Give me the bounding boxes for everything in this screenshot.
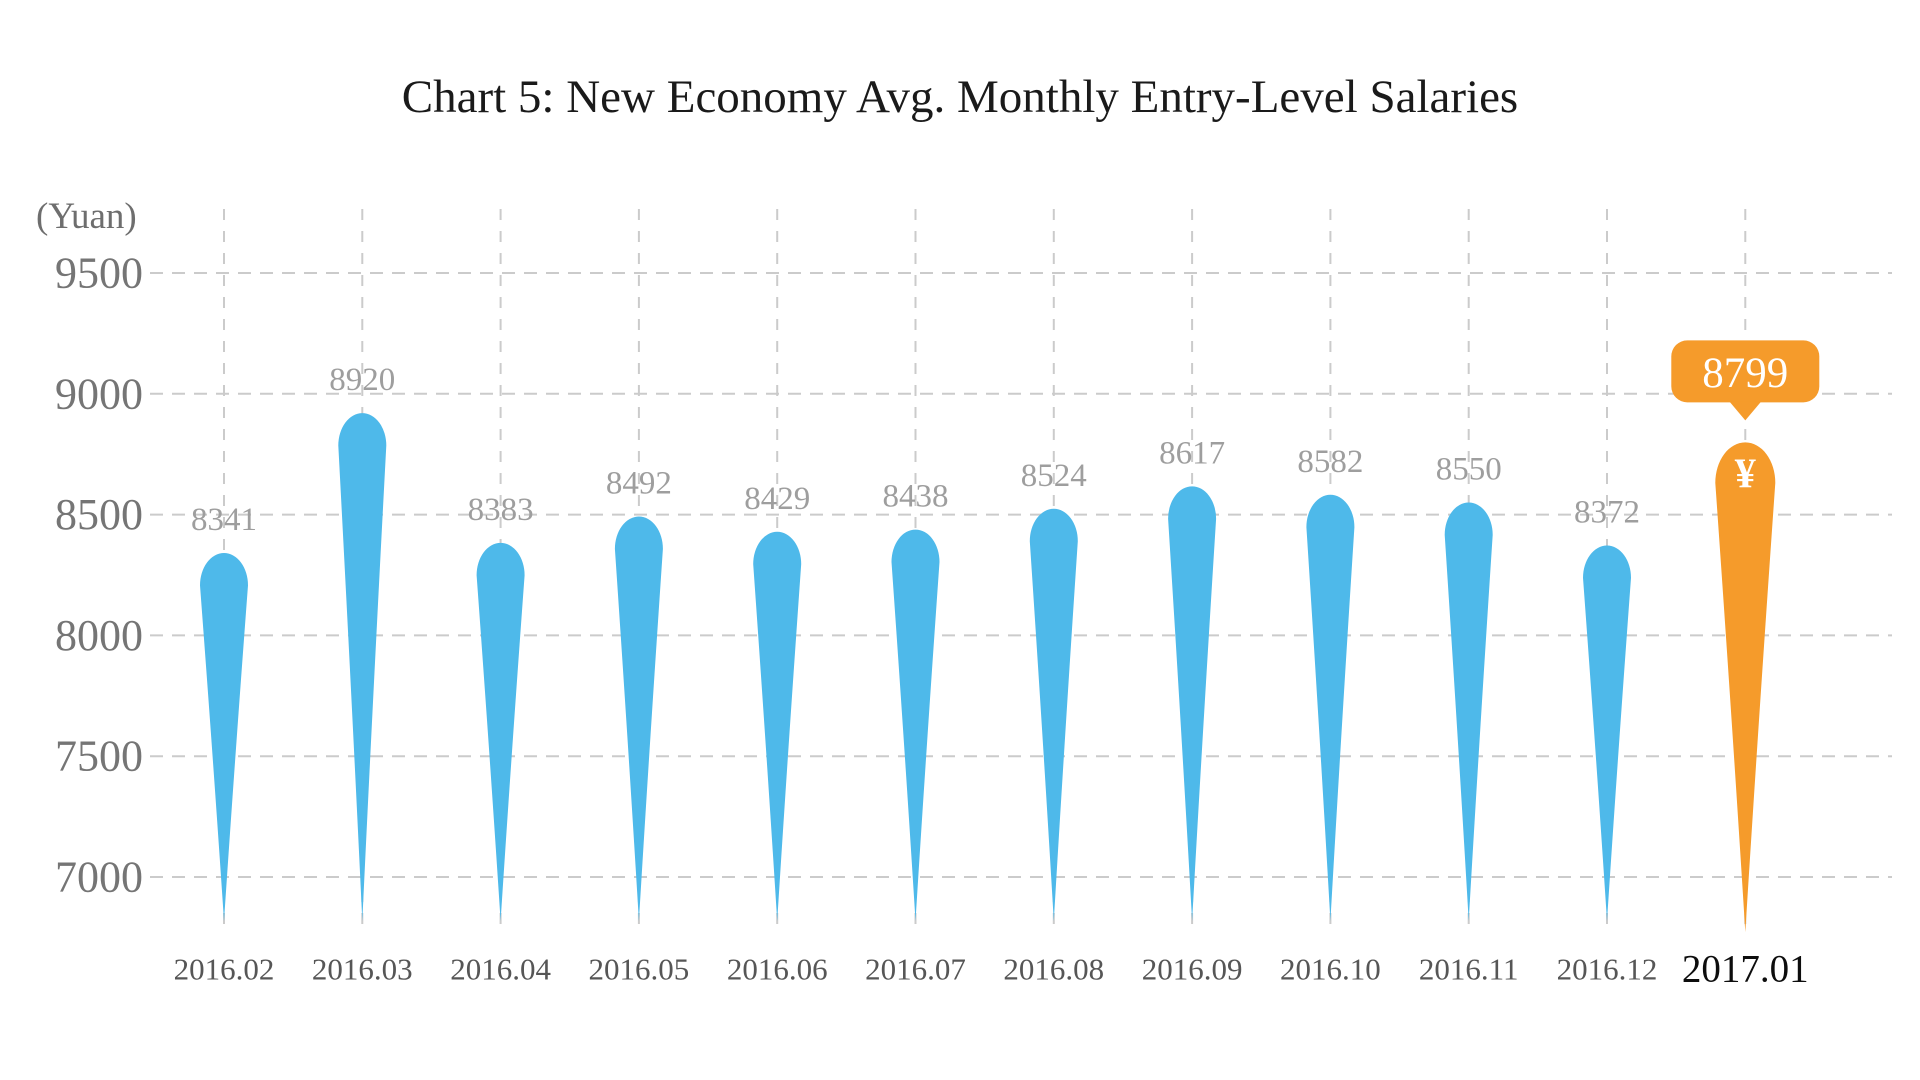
- value-label-2016.03: 8920: [329, 362, 395, 398]
- value-label-2016.09: 8617: [1159, 435, 1225, 471]
- y-tick-label-7000: 7000: [55, 853, 143, 902]
- chart-title: Chart 5: New Economy Avg. Monthly Entry-…: [402, 71, 1518, 123]
- bar-2016.04: [476, 542, 525, 921]
- bar-2016.09: [1168, 486, 1217, 921]
- bar-2017.01: [1715, 442, 1776, 932]
- x-tick-label-2016.07: 2016.07: [865, 952, 966, 987]
- bars-layer: 8799 ¥: [200, 340, 1820, 932]
- x-tick-label-2016.03: 2016.03: [312, 952, 413, 987]
- y-tick-label-9000: 9000: [55, 369, 143, 418]
- y-axis-unit-label: (Yuan): [36, 196, 137, 237]
- value-label-2016.08: 8524: [1021, 458, 1087, 494]
- y-tick-label-8500: 8500: [55, 490, 143, 539]
- callout-bubble: [1671, 340, 1820, 403]
- value-label-2016.10: 8582: [1297, 444, 1363, 480]
- x-tick-label-2016.10: 2016.10: [1280, 952, 1381, 987]
- bar-2016.11: [1444, 502, 1493, 921]
- value-label-2016.02: 8341: [191, 502, 257, 538]
- grid-layer: [150, 209, 1892, 930]
- x-tick-label-2016.05: 2016.05: [589, 952, 690, 987]
- x-tick-label-2016.09: 2016.09: [1142, 952, 1243, 987]
- x-tick-label-2016.04: 2016.04: [450, 952, 551, 987]
- callout-value-label: 8799: [1702, 350, 1788, 397]
- bar-2016.07: [891, 529, 940, 921]
- y-tick-label-7500: 7500: [55, 732, 143, 781]
- y-tick-label-9500: 9500: [55, 249, 143, 298]
- bar-2016.05: [614, 516, 663, 921]
- y-tick-label-8000: 8000: [55, 611, 143, 660]
- value-label-2016.05: 8492: [606, 466, 672, 502]
- value-label-2016.04: 8383: [468, 492, 534, 528]
- x-tick-label-2016.08: 2016.08: [1003, 952, 1104, 987]
- value-label-2016.11: 8550: [1436, 452, 1502, 488]
- callout-tail: [1729, 401, 1762, 421]
- value-label-2016.07: 8438: [883, 479, 949, 515]
- value-label-2016.06: 8429: [744, 481, 810, 517]
- labels-layer: 9500 9000 8500 8000 7500 7000 2016.02 2016.03 20…: [55, 249, 1809, 991]
- bar-2016.02: [200, 553, 248, 921]
- x-tick-label-2016.12: 2016.12: [1557, 952, 1658, 987]
- yuan-symbol-icon: ¥: [1735, 451, 1756, 497]
- bar-2016.06: [753, 531, 802, 921]
- bar-2016.10: [1306, 494, 1355, 921]
- x-tick-label-2016.02: 2016.02: [174, 952, 275, 987]
- bar-2016.03: [338, 413, 387, 921]
- bar-2016.12: [1583, 545, 1631, 921]
- x-tick-label-2017.01: 2017.01: [1682, 948, 1809, 991]
- value-label-2016.12: 8372: [1574, 495, 1640, 531]
- bar-2016.08: [1029, 508, 1078, 921]
- x-tick-label-2016.11: 2016.11: [1419, 952, 1519, 987]
- x-tick-label-2016.06: 2016.06: [727, 952, 828, 987]
